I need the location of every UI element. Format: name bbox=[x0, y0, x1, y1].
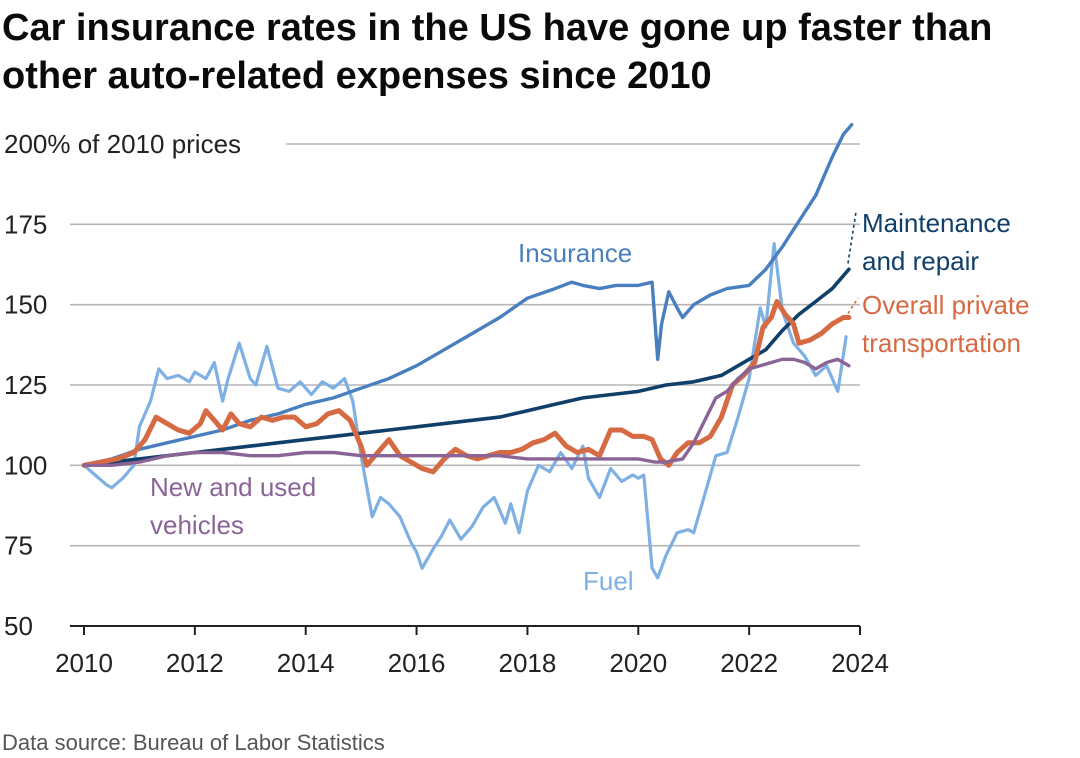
y-tick-label: 50 bbox=[4, 611, 33, 641]
maintenance-and-repair-label: Maintenance bbox=[862, 208, 1011, 238]
fuel-line bbox=[82, 242, 848, 580]
y-tick-label: 150 bbox=[4, 290, 47, 320]
maintenance-and-repair-line bbox=[82, 267, 851, 468]
overall-leader-line bbox=[847, 297, 859, 314]
series-labels: Fuel Insurance Maintenance and repair Overal… bbox=[150, 208, 1030, 596]
x-tick-label: 2018 bbox=[499, 648, 557, 678]
new-and-used-vehicles-label: vehicles bbox=[150, 510, 244, 540]
overall-private-transportation-line bbox=[81, 299, 852, 475]
overall-private-transportation-label: Overall private bbox=[862, 290, 1030, 320]
y-tick-label: 75 bbox=[4, 531, 33, 561]
x-tick-label: 2020 bbox=[609, 648, 667, 678]
new-and-used-vehicles-line bbox=[82, 357, 851, 467]
maintenance-and-repair-label: and repair bbox=[862, 246, 979, 276]
data-source-note: Data source: Bureau of Labor Statistics bbox=[2, 730, 385, 755]
x-tick-label: 2014 bbox=[277, 648, 335, 678]
x-tick-label: 2022 bbox=[720, 648, 778, 678]
fuel-label: Fuel bbox=[583, 566, 634, 596]
y-tick-label: 200% of 2010 prices bbox=[4, 129, 241, 159]
x-tick-label: 2012 bbox=[166, 648, 224, 678]
insurance-label: Insurance bbox=[518, 238, 632, 268]
overall-private-transportation-label: transportation bbox=[862, 328, 1021, 358]
chart-title: Car insurance rates in the US have gone … bbox=[2, 7, 993, 97]
y-tick-label: 125 bbox=[4, 370, 47, 400]
y-tick-label: 100 bbox=[4, 450, 47, 480]
y-tick-label: 175 bbox=[4, 209, 47, 239]
x-tick-label: 2016 bbox=[388, 648, 446, 678]
axes: 50 75 100 125 150 175 200% of 2010 prices 2010 2… bbox=[4, 129, 889, 678]
insurance-line bbox=[82, 123, 854, 467]
gridlines bbox=[70, 143, 860, 547]
x-tick-label: 2024 bbox=[831, 648, 889, 678]
series-lines bbox=[81, 123, 854, 580]
maintenance-leader-line bbox=[847, 211, 857, 264]
x-tick-label: 2010 bbox=[55, 648, 113, 678]
new-and-used-vehicles-label: New and used bbox=[150, 472, 316, 502]
